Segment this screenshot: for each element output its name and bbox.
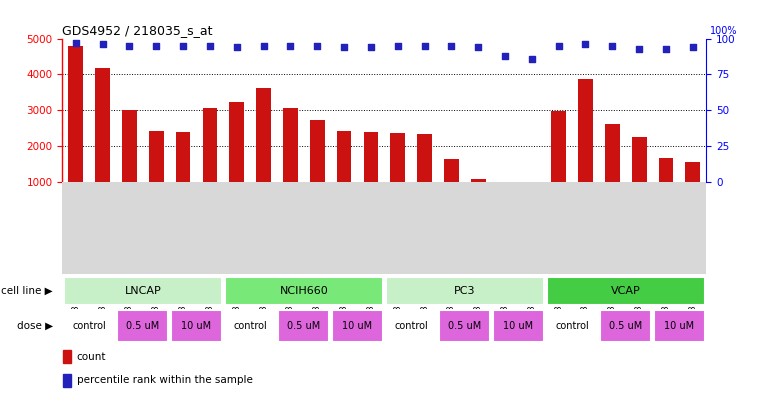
Point — [365, 44, 377, 50]
Point — [633, 46, 645, 52]
Text: 10 uM: 10 uM — [664, 321, 695, 331]
Point — [257, 42, 269, 49]
Bar — [654, 310, 705, 342]
Bar — [600, 310, 651, 342]
Point — [472, 44, 484, 50]
Bar — [439, 310, 490, 342]
Bar — [63, 374, 71, 387]
Point — [660, 46, 672, 52]
Text: 10 uM: 10 uM — [503, 321, 533, 331]
Text: VCAP: VCAP — [611, 286, 641, 296]
Point — [499, 53, 511, 59]
Bar — [386, 277, 544, 305]
Bar — [524, 182, 540, 184]
Point — [177, 42, 189, 49]
Bar — [68, 46, 83, 182]
Text: 10 uM: 10 uM — [181, 321, 212, 331]
Bar — [605, 124, 619, 182]
Bar — [417, 134, 432, 182]
Text: count: count — [77, 352, 106, 362]
Bar — [471, 180, 486, 182]
Point — [150, 42, 162, 49]
Bar — [444, 159, 459, 182]
Bar — [578, 79, 593, 182]
Bar — [493, 310, 544, 342]
Point — [526, 55, 538, 62]
Bar — [332, 310, 383, 342]
Bar — [64, 310, 115, 342]
Text: percentile rank within the sample: percentile rank within the sample — [77, 375, 253, 385]
Text: control: control — [72, 321, 106, 331]
Point — [311, 42, 323, 49]
Text: 0.5 uM: 0.5 uM — [609, 321, 642, 331]
Bar — [122, 110, 137, 182]
Text: control: control — [234, 321, 267, 331]
Bar — [171, 310, 222, 342]
Point — [419, 42, 431, 49]
Text: PC3: PC3 — [454, 286, 476, 296]
Bar — [224, 310, 275, 342]
Text: GDS4952 / 218035_s_at: GDS4952 / 218035_s_at — [62, 24, 213, 37]
Point — [285, 42, 297, 49]
Bar — [117, 310, 168, 342]
Bar — [224, 277, 383, 305]
Text: NCIH660: NCIH660 — [279, 286, 328, 296]
Point — [123, 42, 135, 49]
Bar — [229, 102, 244, 182]
Text: LNCAP: LNCAP — [125, 286, 161, 296]
Bar — [686, 162, 700, 182]
Point — [579, 41, 591, 48]
Point — [445, 42, 457, 49]
Bar — [256, 88, 271, 182]
Text: 0.5 uM: 0.5 uM — [287, 321, 320, 331]
Bar — [546, 277, 705, 305]
Bar — [551, 111, 566, 182]
Text: control: control — [394, 321, 428, 331]
Bar — [498, 182, 512, 184]
Bar — [63, 351, 71, 363]
Bar — [336, 131, 352, 182]
Point — [607, 42, 619, 49]
Bar — [546, 310, 597, 342]
Text: 0.5 uM: 0.5 uM — [448, 321, 482, 331]
Text: dose ▶: dose ▶ — [17, 321, 53, 331]
Text: cell line ▶: cell line ▶ — [1, 286, 53, 296]
Point — [70, 40, 82, 46]
Point — [338, 44, 350, 50]
Text: 0.5 uM: 0.5 uM — [126, 321, 160, 331]
Text: 10 uM: 10 uM — [342, 321, 373, 331]
Bar — [364, 132, 378, 182]
Bar — [279, 310, 330, 342]
Point — [392, 42, 404, 49]
Point — [97, 41, 109, 48]
Bar — [176, 132, 190, 182]
Bar — [632, 138, 647, 182]
Bar — [283, 108, 298, 182]
Point — [686, 44, 699, 50]
Bar — [658, 158, 673, 182]
Bar — [64, 277, 222, 305]
Text: control: control — [556, 321, 589, 331]
Text: 100%: 100% — [710, 26, 738, 36]
Bar — [310, 120, 325, 182]
Bar — [202, 108, 218, 182]
Point — [204, 42, 216, 49]
Point — [231, 44, 243, 50]
Bar — [95, 68, 110, 182]
Bar — [386, 310, 437, 342]
Bar — [390, 133, 405, 182]
Point — [552, 42, 565, 49]
Bar — [149, 131, 164, 182]
